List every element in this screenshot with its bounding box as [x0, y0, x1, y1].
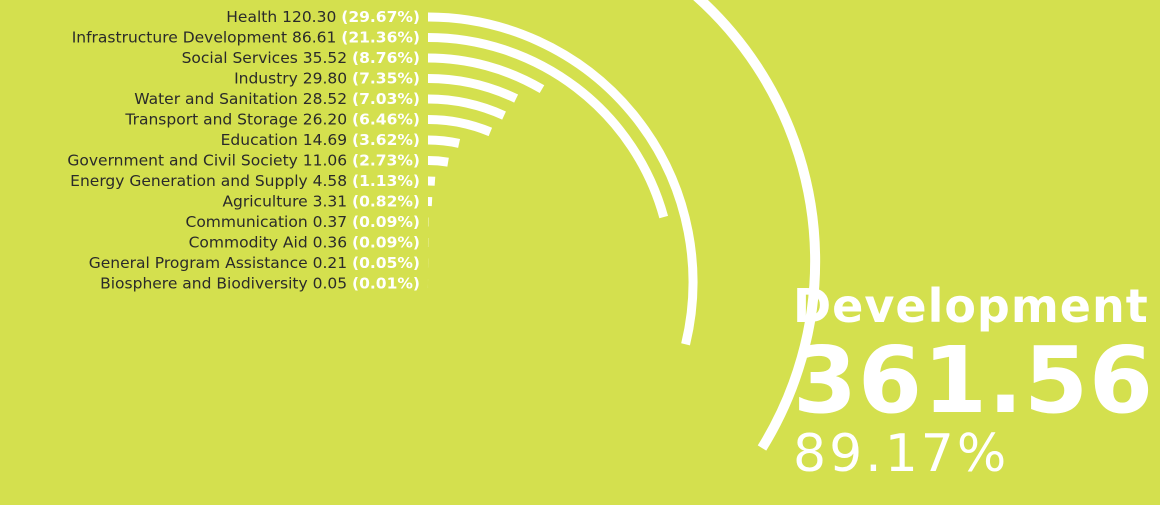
category-text: Communication 0.37: [186, 213, 353, 231]
category-text: Education 14.69: [221, 131, 352, 149]
label-education: Education 14.69 (3.62%): [221, 131, 420, 149]
category-text: Government and Civil Society 11.06: [67, 152, 352, 170]
bar-government-and-civil-society: [427, 156, 449, 167]
bar-infrastructure-development: [427, 33, 669, 219]
category-text: Infrastructure Development 86.61: [72, 29, 342, 47]
category-text: Agriculture 3.31: [222, 193, 352, 211]
label-agriculture: Agriculture 3.31 (0.82%): [222, 193, 420, 211]
label-health: Health 120.30 (29.67%): [226, 8, 420, 26]
label-commodity-aid: Commodity Aid 0.36 (0.09%): [189, 234, 420, 252]
label-transport-and-storage: Transport and Storage 26.20 (6.46%): [124, 111, 420, 129]
category-text: Social Services 35.52: [182, 49, 352, 67]
percent-text: (0.05%): [352, 254, 420, 272]
percent-text: (0.09%): [352, 234, 420, 252]
percent-text: (21.36%): [341, 29, 420, 47]
label-general-program-assistance: General Program Assistance 0.21 (0.05%): [89, 254, 420, 272]
percent-text: (1.13%): [352, 172, 420, 190]
percent-text: (7.35%): [352, 70, 420, 88]
category-text: Commodity Aid 0.36: [189, 234, 352, 252]
total-summary: Development 361.56 89.17%: [793, 279, 1155, 484]
percent-text: (0.09%): [352, 213, 420, 231]
category-text: Industry 29.80: [234, 70, 352, 88]
label-infrastructure-development: Infrastructure Development 86.61 (21.36%…: [72, 29, 420, 47]
label-social-services: Social Services 35.52 (8.76%): [182, 49, 420, 67]
category-text: Transport and Storage 26.20: [124, 111, 352, 129]
category-text: Health 120.30: [226, 8, 341, 26]
total-label: Development: [793, 279, 1149, 333]
total-value: 361.56: [793, 327, 1155, 434]
bar-social-services: [427, 53, 545, 94]
percent-text: (8.76%): [352, 49, 420, 67]
percent-text: (2.73%): [352, 152, 420, 170]
label-water-and-sanitation: Water and Sanitation 28.52 (7.03%): [134, 90, 420, 108]
label-communication: Communication 0.37 (0.09%): [186, 213, 421, 231]
label-energy-generation-and-supply: Energy Generation and Supply 4.58 (1.13%…: [70, 172, 420, 190]
percent-text: (7.03%): [352, 90, 420, 108]
bar-transport-and-storage: [427, 115, 493, 137]
label-government-and-civil-society: Government and Civil Society 11.06 (2.73…: [67, 152, 420, 170]
total-percent: 89.17%: [793, 424, 1010, 484]
bar-health: [427, 12, 698, 346]
bar-development-total: [693, 0, 821, 451]
category-text: Biosphere and Biodiversity 0.05: [100, 275, 352, 293]
percent-text: (0.01%): [352, 275, 420, 293]
category-text: Water and Sanitation 28.52: [134, 90, 352, 108]
percent-text: (29.67%): [341, 8, 420, 26]
bar-industry: [427, 74, 519, 103]
category-text: Energy Generation and Supply 4.58: [70, 172, 352, 190]
label-industry: Industry 29.80 (7.35%): [234, 70, 420, 88]
bar-education: [427, 135, 461, 148]
percent-text: (0.82%): [352, 193, 420, 211]
label-biosphere-and-biodiversity: Biosphere and Biodiversity 0.05 (0.01%): [100, 275, 420, 293]
percent-text: (3.62%): [352, 131, 420, 149]
bar-water-and-sanitation: [427, 94, 506, 120]
percent-text: (6.46%): [352, 111, 420, 129]
category-text: General Program Assistance 0.21: [89, 254, 352, 272]
